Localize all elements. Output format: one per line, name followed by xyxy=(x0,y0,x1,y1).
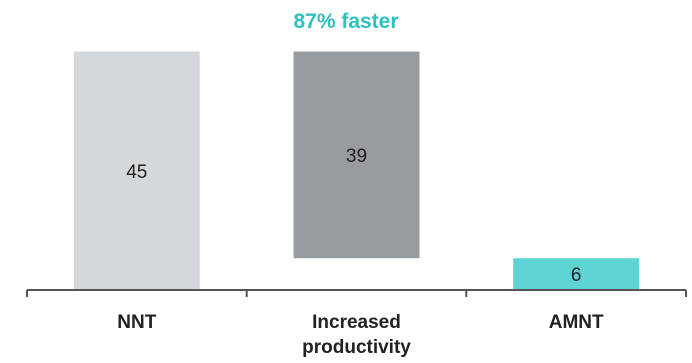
x-axis xyxy=(26,289,687,297)
category-label-2: Increased productivity xyxy=(302,312,411,358)
category-label-3: AMNT xyxy=(549,312,604,333)
category-label-1: NNT xyxy=(117,312,156,333)
bar-value-label-3: 6 xyxy=(571,265,582,286)
bars-group: 45 39 6 xyxy=(73,51,640,290)
chart-title: 87% faster xyxy=(293,10,398,33)
bar-2 xyxy=(293,51,420,259)
bar-value-label-2: 39 xyxy=(346,146,367,167)
bar-1 xyxy=(73,51,200,290)
bar-3 xyxy=(513,258,640,290)
bar-value-label-1: 45 xyxy=(126,162,147,183)
category-labels: NNT Increased productivity AMNT xyxy=(117,312,604,358)
